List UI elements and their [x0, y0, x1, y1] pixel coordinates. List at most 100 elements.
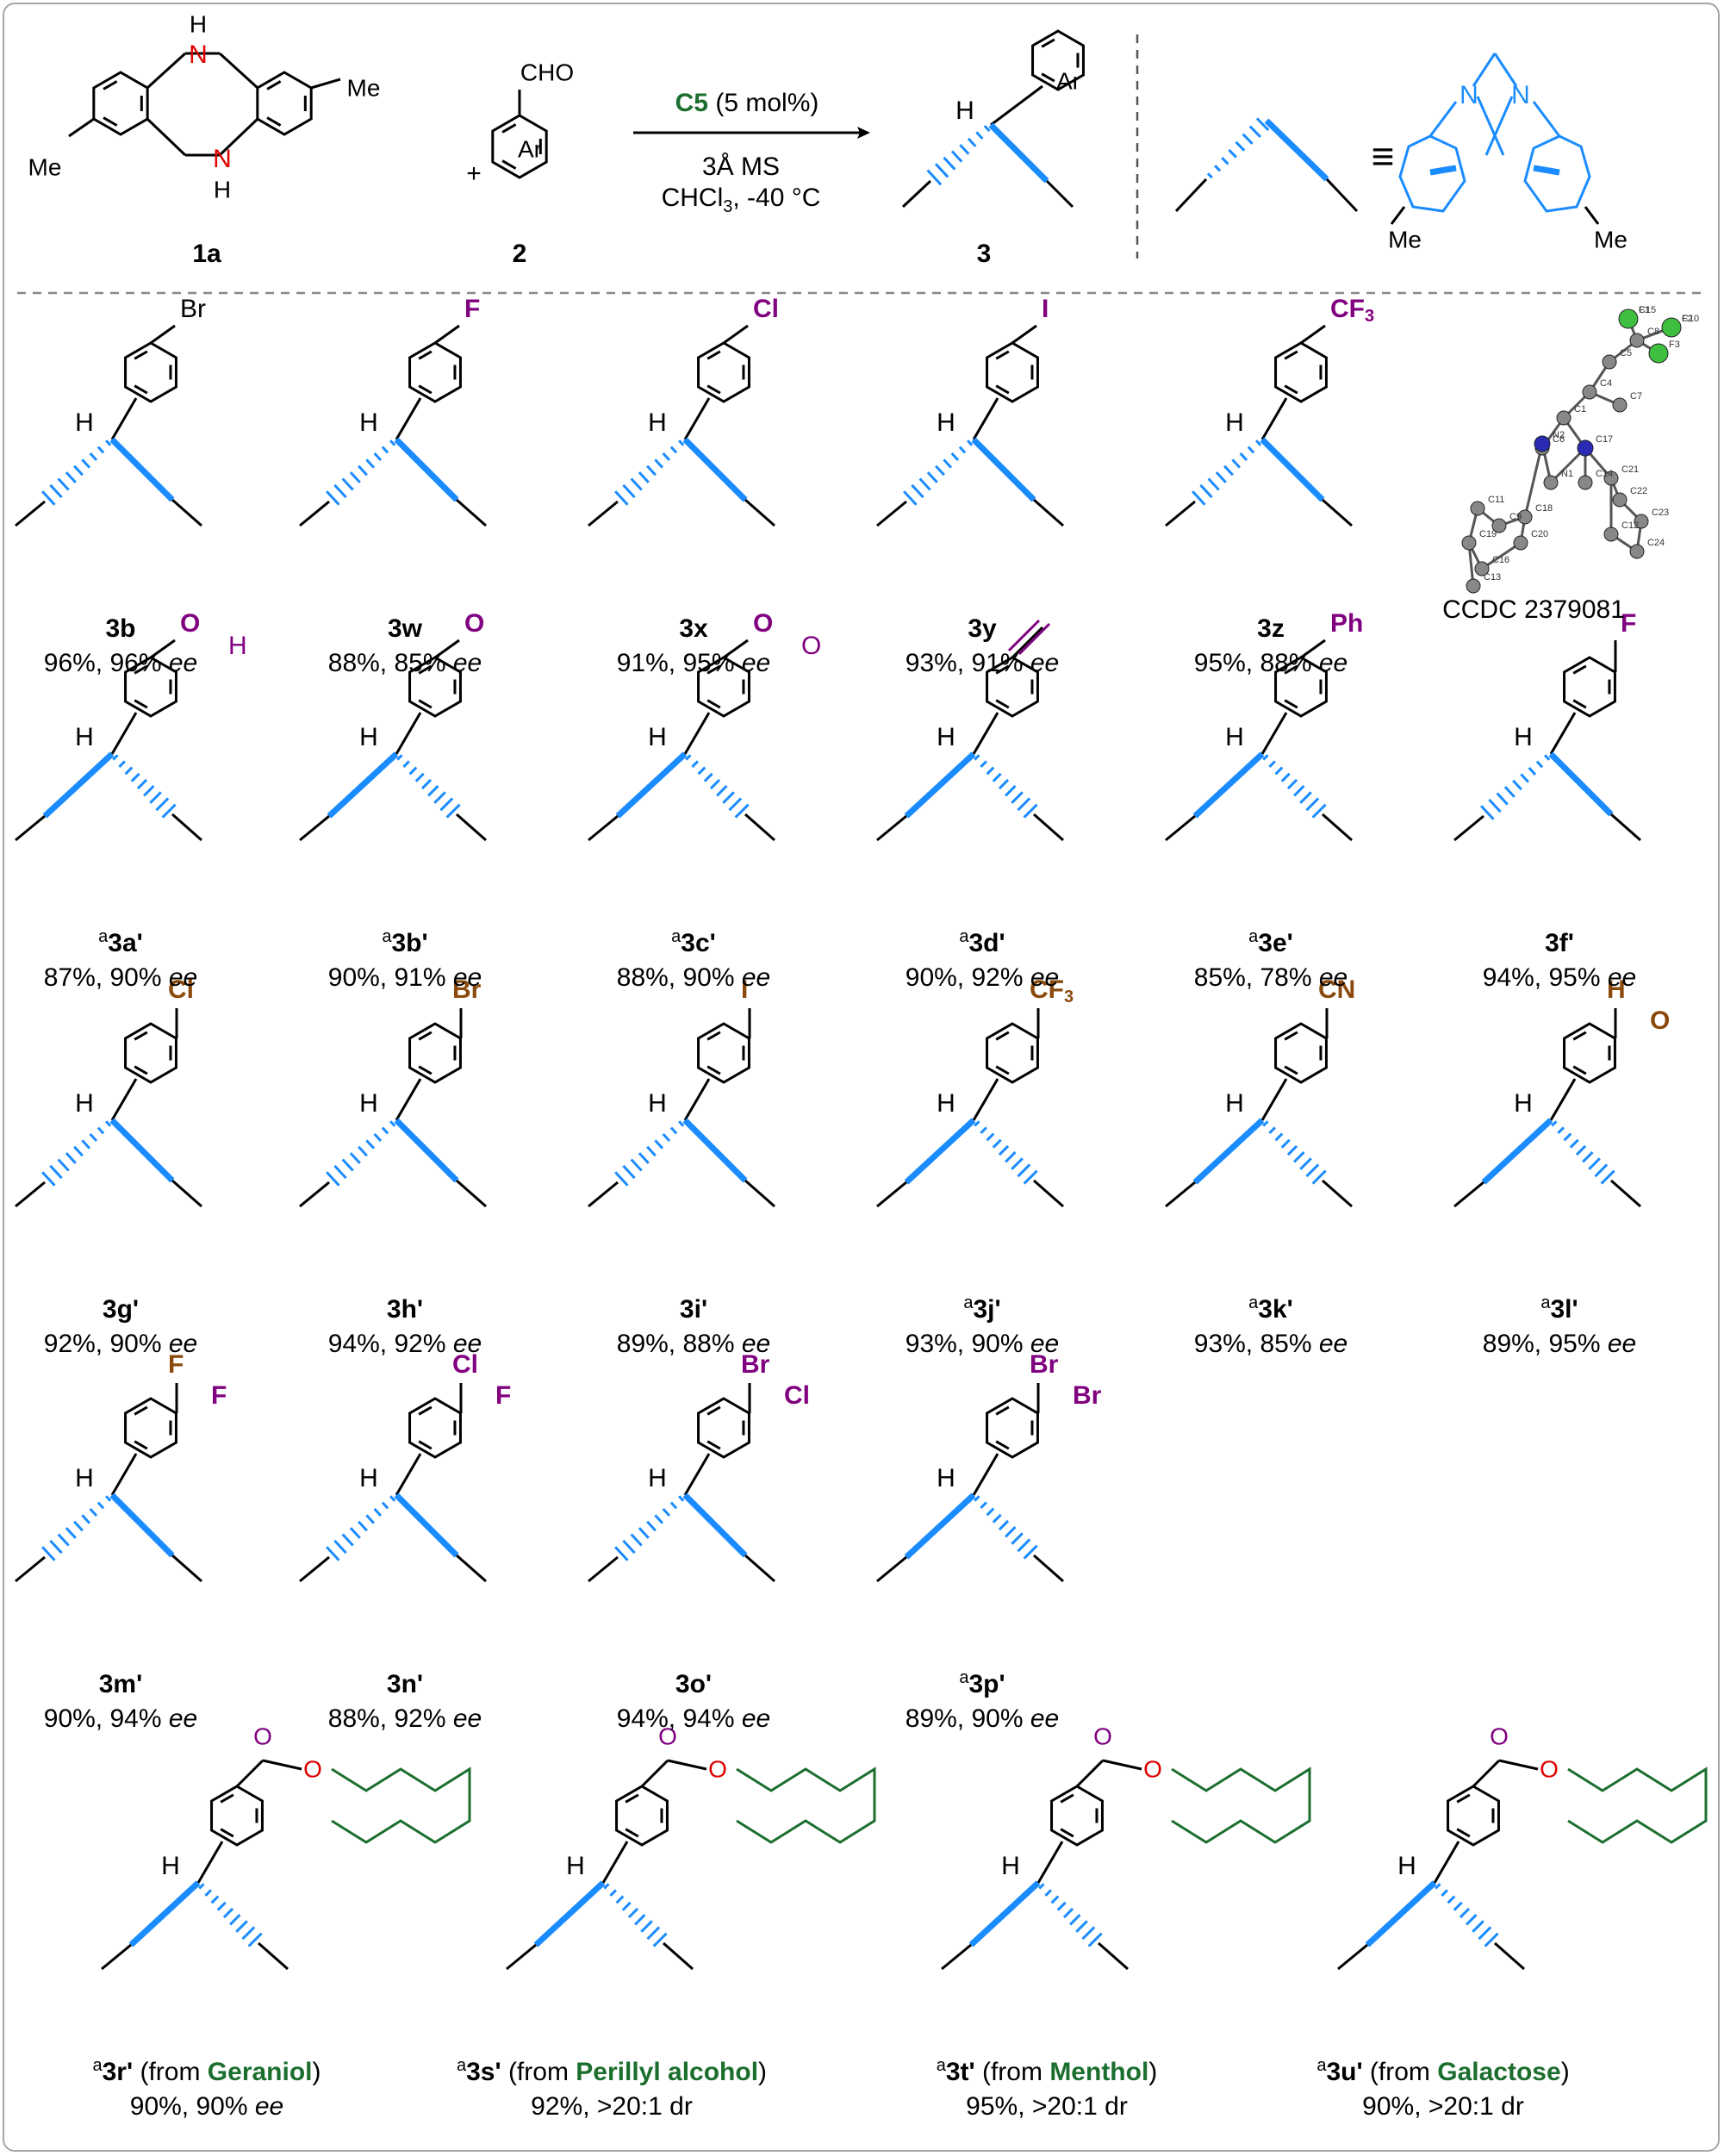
bond: [1300, 639, 1326, 659]
hash-line: [433, 791, 446, 804]
hash-line: [1551, 1120, 1558, 1127]
hash-line: [1472, 1920, 1484, 1933]
ring: [491, 114, 548, 179]
aryl-ring: [697, 341, 750, 403]
compound-caption: 3h' 94%, 92% ee: [328, 1293, 482, 1362]
hash-line: [381, 1501, 389, 1510]
bond: [1428, 101, 1458, 137]
compound-number: 3t': [945, 2058, 975, 2086]
substituent-label: I: [1042, 295, 1049, 323]
crystal-atom: [1648, 343, 1669, 364]
hydrogen-atom: H: [214, 176, 231, 203]
ring-double-bond: [418, 699, 433, 709]
footnote-marker: a: [1248, 927, 1259, 946]
ring-double-bond: [1572, 1031, 1587, 1041]
aryl-ring: [408, 656, 462, 718]
hash-line: [389, 1495, 396, 1502]
bond: [299, 814, 330, 842]
hash-line: [662, 1132, 671, 1143]
ee-label: ee: [1030, 1330, 1060, 1358]
hash-line: [1503, 786, 1516, 798]
bond: [640, 1759, 669, 1788]
compound-3w: HF: [299, 295, 487, 527]
stereo-abbreviation: ≡: [1174, 117, 1394, 213]
hash-line: [1268, 760, 1276, 768]
aryl-ring: [697, 656, 750, 718]
bond: [456, 813, 487, 842]
ring-double-bond: [418, 1440, 433, 1450]
ring: [408, 341, 462, 403]
bond: [110, 1453, 138, 1496]
hydrogen-atom: H: [359, 1464, 378, 1492]
hash-line: [998, 1519, 1010, 1531]
hash-line: [646, 464, 657, 477]
crystal-atom-label: C15: [1639, 305, 1656, 315]
natural-product-fragment: [1171, 1767, 1311, 1844]
bond: [723, 639, 749, 659]
aryl-ring: [1274, 656, 1328, 718]
hash-line: [638, 1527, 650, 1539]
crystal-atom-label: N2: [1553, 430, 1565, 440]
compound-caption: a3j' 93%, 90% ee: [906, 1293, 1059, 1362]
yield-selectivity: 96%, 96% ee: [43, 649, 198, 677]
hash-line: [1588, 1157, 1601, 1170]
hash-line: [1293, 785, 1305, 797]
hash-line: [1050, 1895, 1060, 1904]
hash-line: [1582, 1151, 1594, 1163]
bond: [1325, 178, 1359, 213]
bond: [667, 1759, 707, 1771]
bond: [744, 1179, 775, 1208]
hash-line: [1199, 483, 1213, 499]
bond: [1045, 179, 1074, 209]
ee-label: ee: [1607, 963, 1637, 992]
hash-line: [943, 156, 956, 171]
hash-line: [926, 471, 938, 483]
compound-caption: a3c' 88%, 90% ee: [617, 926, 770, 995]
hash-line: [1023, 1544, 1038, 1560]
crystal-atom-label: C4: [1600, 378, 1612, 389]
compound-caption: 3f' 94%, 95% ee: [1483, 926, 1636, 995]
hash-line: [646, 1926, 661, 1941]
hash-line: [65, 1152, 77, 1164]
hash-line: [1215, 471, 1227, 483]
ee-label: ee: [1318, 649, 1348, 677]
hash-line: [373, 1507, 383, 1517]
hash-line: [349, 1527, 361, 1539]
crystal-atom-label: C22: [1630, 486, 1647, 496]
ee-label: ee: [254, 2092, 284, 2121]
yield-selectivity: 93%, 85% ee: [1193, 1330, 1348, 1358]
hash-line: [1280, 772, 1291, 782]
crystal-atom: [1491, 518, 1507, 533]
bond: [218, 52, 259, 90]
compound-id: a3b': [328, 926, 482, 961]
hydrogen-atom: H: [1001, 1852, 1020, 1880]
bond: [1337, 1943, 1368, 1971]
wedge-bond: [327, 751, 399, 819]
compound-id: 3w: [328, 612, 482, 646]
hash-line: [1228, 148, 1237, 159]
ring: [986, 341, 1039, 403]
compound-3gp: H Cl: [15, 975, 202, 1208]
hash-line: [998, 1144, 1010, 1156]
ring-double-bond: [1572, 699, 1587, 709]
aryl-ring: [1050, 1785, 1104, 1847]
bond: [150, 324, 176, 345]
aryl-ring: [124, 656, 177, 718]
hash-line: [81, 1139, 91, 1150]
hash-line: [614, 1171, 629, 1187]
compound-3up: H O O: [1337, 1723, 1708, 1971]
aryl-ring: [986, 656, 1039, 718]
wedge-bond: [904, 751, 976, 819]
hydrogen-atom: H: [75, 723, 94, 751]
compound-3hp: H Br: [299, 975, 487, 1208]
scaffold: [331, 1767, 471, 1844]
aryl-ring: [408, 1397, 462, 1459]
hashed-bond: [326, 1120, 396, 1187]
wedge-bond: [971, 437, 1036, 502]
bond: [310, 78, 341, 90]
ring-double-bond: [995, 384, 1010, 395]
yield-selectivity: 89%, 88% ee: [616, 1330, 771, 1358]
hash-line: [373, 452, 383, 462]
hash-line: [983, 125, 991, 133]
hash-line: [1255, 439, 1262, 446]
